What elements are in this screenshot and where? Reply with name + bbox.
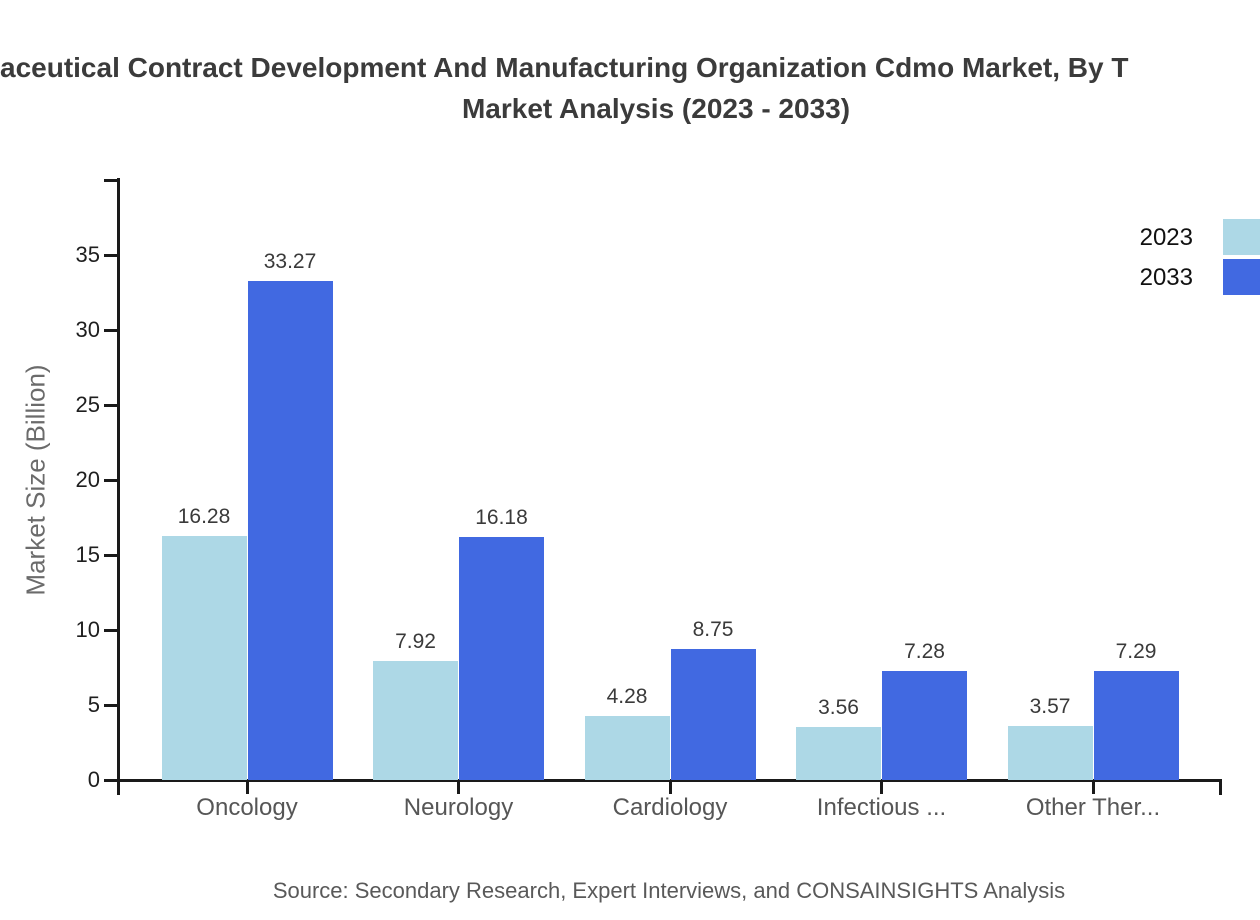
x-tick <box>668 781 672 794</box>
bar-value-label: 7.92 <box>395 630 436 654</box>
bar-2023-infectious- <box>796 726 881 780</box>
y-tick <box>104 703 118 707</box>
y-tick-label: 5 <box>87 692 100 717</box>
source-note: Source: Secondary Research, Expert Inter… <box>272 878 1066 903</box>
x-axis-spine <box>117 779 1222 782</box>
bar-value-label: 7.29 <box>1115 639 1157 663</box>
legend-swatch-2033-icon <box>1223 259 1260 295</box>
y-tick <box>104 253 118 257</box>
bar-value-label: 3.56 <box>818 695 859 719</box>
bar-2033-oncology <box>247 280 333 780</box>
x-tick <box>1091 781 1095 794</box>
y-axis-spine <box>117 178 120 795</box>
y-tick-label: 10 <box>75 617 100 642</box>
x-tick <box>245 781 249 794</box>
category-label: Oncology <box>196 794 298 821</box>
bar-2023-neurology <box>373 661 458 780</box>
x-axis-end-tick <box>1219 779 1222 795</box>
chart-title-line1: aceutical Contract Development And Manuf… <box>0 52 1129 83</box>
bar-2033-cardiology <box>670 648 756 780</box>
x-tick <box>880 781 883 794</box>
y-tick-label: 35 <box>75 242 100 267</box>
bar-value-label: 8.75 <box>692 617 734 641</box>
y-tick <box>104 478 118 482</box>
chart-title-line2: Market Analysis (2023 - 2033) <box>461 93 851 124</box>
category-label: Other Ther... <box>1025 794 1161 821</box>
x-tick <box>457 781 460 794</box>
bar-2023-oncology <box>161 535 247 780</box>
bar-2023-cardiology <box>584 715 670 780</box>
y-tick <box>104 778 118 782</box>
bar-value-label: 33.27 <box>263 249 317 273</box>
y-tick-label: 30 <box>75 317 100 342</box>
category-label: Cardiology <box>612 794 728 821</box>
y-tick <box>104 403 118 407</box>
category-label: Infectious ... <box>816 794 947 821</box>
y-tick-label: 25 <box>75 392 100 417</box>
bar-value-label: 16.18 <box>475 506 528 530</box>
y-tick-label: 0 <box>87 767 100 792</box>
bar-value-label: 16.28 <box>177 504 231 528</box>
bar-2033-other-ther- <box>1093 670 1179 780</box>
legend-label-2023: 2023 <box>1139 224 1193 251</box>
legend-label-2033: 2033 <box>1139 264 1193 291</box>
bar-2033-neurology <box>459 537 544 780</box>
bar-2033-infectious- <box>882 670 967 780</box>
y-tick-label: 15 <box>75 542 100 567</box>
category-label: Neurology <box>403 794 514 821</box>
legend-swatch-2023-icon <box>1223 219 1260 255</box>
y-tick <box>104 553 118 557</box>
bar-value-label: 7.28 <box>904 639 945 663</box>
y-axis-end-tick <box>104 179 118 182</box>
bar-2023-other-ther- <box>1007 726 1093 780</box>
y-tick-label: 20 <box>75 467 100 492</box>
bar-value-label: 4.28 <box>606 684 648 708</box>
y-tick <box>104 628 118 632</box>
bar-value-label: 3.57 <box>1029 695 1071 719</box>
y-tick <box>104 328 118 332</box>
